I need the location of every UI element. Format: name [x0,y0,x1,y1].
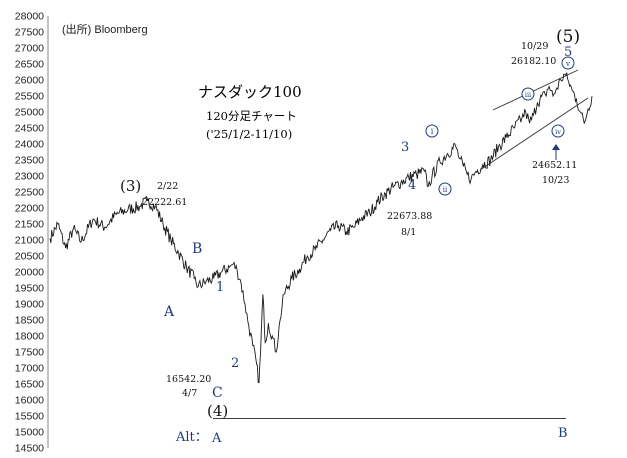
channel-lower-line [479,97,589,171]
chart-title: ナスダック100 [198,83,302,101]
wave-label-1: 1 [216,280,224,295]
y-tick-label: 20500 [15,251,44,263]
y-tick-label: 27000 [15,43,44,55]
trend-channel [479,69,589,171]
y-tick-label: 26000 [15,75,44,87]
sub-wave-i: i [425,124,439,138]
series-line [49,72,593,384]
y-tick-label: 22500 [15,187,44,199]
svg-text:iv: iv [555,128,561,136]
chart-period: ('25/1/2-11/10) [206,127,292,141]
y-tick-label: 16500 [15,379,44,391]
y-tick-label: 27500 [15,27,44,39]
annot-10-29-value: 26182.10 [511,56,556,67]
y-tick-label: 24500 [15,123,44,135]
channel-upper-line [492,69,579,111]
y-tick-label: 25500 [15,91,44,103]
y-tick-label: 20000 [15,267,44,279]
y-tick-label: 15000 [15,427,44,439]
sub-wave-ii: ii [438,182,452,196]
annot-2-22-value: 22222.61 [142,197,187,208]
svg-text:v: v [565,60,570,68]
svg-text:i: i [431,127,434,136]
y-tick-label: 23500 [15,155,44,167]
annot-10-23-date: 10/23 [542,175,569,186]
arrow-10-23 [552,144,560,160]
wave-label-2: 2 [231,356,239,371]
series-layer [49,72,593,384]
y-tick-label: 28000 [15,11,44,23]
wave-label-c: C [212,385,223,401]
y-tick-label: 17000 [15,363,44,375]
alt-label: Alt： [175,430,208,445]
y-tick-label: 15500 [15,411,44,423]
y-tick-label: 26500 [15,59,44,71]
wave-label-a: A [163,304,175,320]
annot-8-1-date: 8/1 [401,227,416,238]
annot-10-23-value: 24652.11 [532,160,577,171]
y-tick-label: 16000 [15,395,44,407]
y-tick-label: 24000 [15,139,44,151]
y-tick-label: 22000 [15,203,44,215]
wave-label-4-major: (4) [207,402,228,420]
wave-label-5-major: (5) [556,27,580,47]
y-tick-label: 19500 [15,283,44,295]
y-tick-label: 18500 [15,315,44,327]
wave-label-3: 3 [401,140,409,155]
y-tick-label: 14500 [15,443,44,455]
sub-wave-v: v [561,56,575,70]
y-tick-label: 23000 [15,171,44,183]
y-tick-label: 19000 [15,299,44,311]
sub-wave-iii: iii [521,87,535,101]
sub-wave-iv: iv [551,124,565,138]
annot-8-1-value: 22673.88 [387,211,432,222]
annot-4-7-date: 4/7 [182,388,197,399]
y-tick-label: 18000 [15,331,44,343]
wave-label-4: 4 [408,178,416,193]
wave-label-3-major: (3) [120,177,141,195]
annot-2-22-date: 2/22 [157,181,178,192]
annot-10-29-date: 10/29 [521,41,548,52]
wave-label-b: B [192,241,202,257]
alt-wave-b: B [558,426,568,441]
y-tick-label: 17500 [15,347,44,359]
y-tick-labels: 14500 15000 15500 16000 16500 17000 17500 18000… [15,11,44,455]
annot-4-7-value: 16542.20 [166,374,211,385]
source-label: (出所) Bloomberg [62,22,148,36]
svg-text:ii: ii [443,186,448,194]
svg-text:iii: iii [525,91,531,99]
y-tick-label: 21000 [15,235,44,247]
chart-subtitle: 120分足チャート [206,109,297,123]
alt-wave-a: A [211,431,222,446]
y-tick-label: 25000 [15,107,44,119]
y-tick-label: 21500 [15,219,44,231]
wave-label-5: 5 [564,45,572,60]
